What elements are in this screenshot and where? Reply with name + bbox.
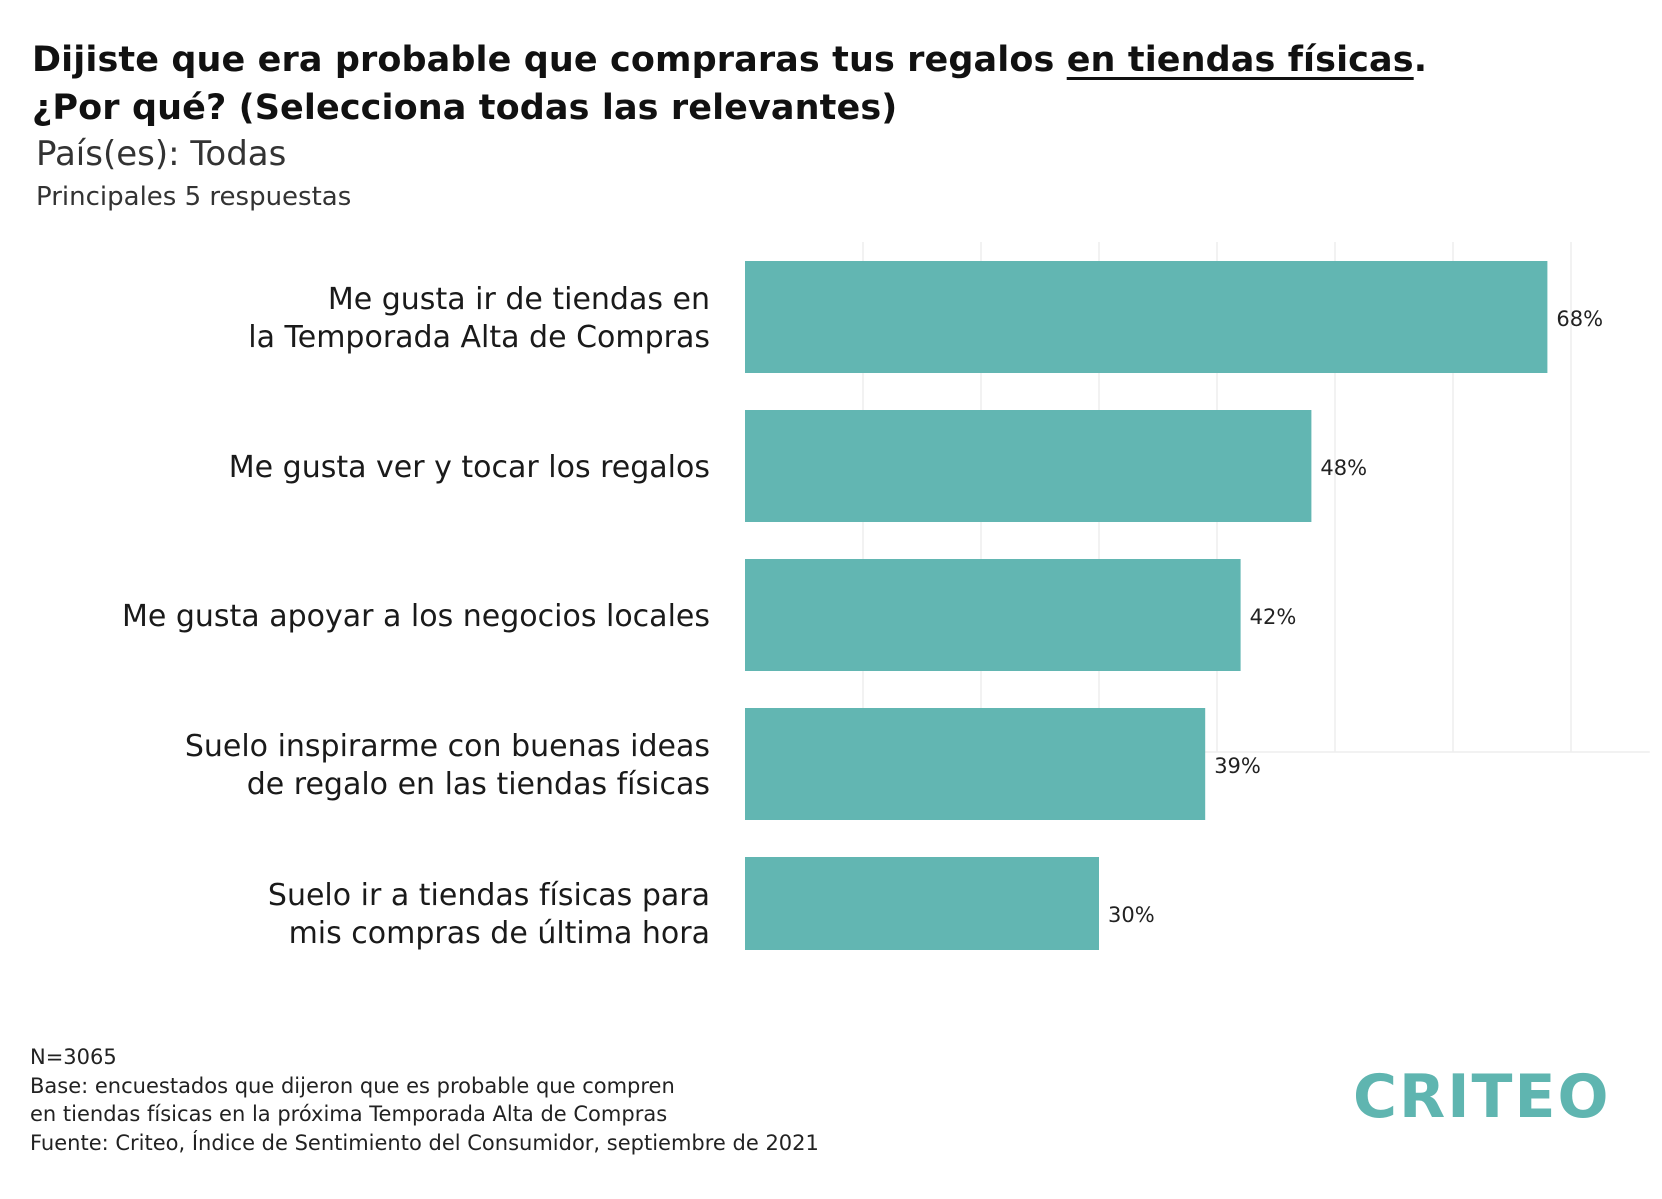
chart-footer: N=3065 Base: encuestados que dijeron que… [30,1043,819,1157]
bar-chart: 68% Me gusta ir de tiendas en la Temporad… [122,242,1650,950]
bar-1 [745,410,1312,522]
data-label-4: 30% [1108,903,1155,927]
chart-subnote: Principales 5 respuestas [36,182,352,212]
criteo-logo: CRITEO [1353,1062,1611,1132]
data-label-3: 39% [1214,754,1261,778]
category-label-4-line-0: Suelo ir a tiendas físicas para [268,878,710,913]
chart-subtitle: País(es): Todas [36,134,287,174]
category-label-4-line-1: mis compras de última hora [289,916,710,950]
footer-source: Fuente: Criteo, Índice de Sentimiento de… [30,1130,819,1155]
title-line-1: Dijiste que era probable que compraras t… [32,36,1427,84]
data-label-1: 48% [1320,456,1367,480]
title-line-2: ¿Por qué? (Selecciona todas las relevant… [32,88,898,128]
bar-2 [745,559,1241,671]
category-label-3-line-1: de regalo en las tiendas físicas [247,767,710,802]
chart-title: Dijiste que era probable que compraras t… [32,36,1427,132]
title-line-1-end: . [1413,40,1428,80]
category-label-3-line-0: Suelo inspirarme con buenas ideas [185,729,710,764]
footer-base-line-1: Base: encuestados que dijeron que es pro… [30,1073,675,1098]
footer-base-line-2: en tiendas físicas en la próxima Tempora… [30,1102,668,1126]
category-label-0-line-0: Me gusta ir de tiendas en [328,282,710,317]
bar-3 [745,708,1206,820]
data-label-2: 42% [1250,605,1297,629]
category-label-0-line-1: la Temporada Alta de Compras [248,320,710,355]
title-underlined-text: en tiendas físicas [1066,40,1414,80]
footer-sample-size: N=3065 [30,1045,117,1069]
title-line-1-start: Dijiste que era probable que compraras t… [32,40,1067,80]
category-label-1-line-0: Me gusta ver y tocar los regalos [229,450,710,485]
bar-4 [745,857,1099,950]
category-label-2-line-0: Me gusta apoyar a los negocios locales [122,599,710,634]
bar-0 [745,261,1548,373]
data-label-0: 68% [1556,307,1603,331]
